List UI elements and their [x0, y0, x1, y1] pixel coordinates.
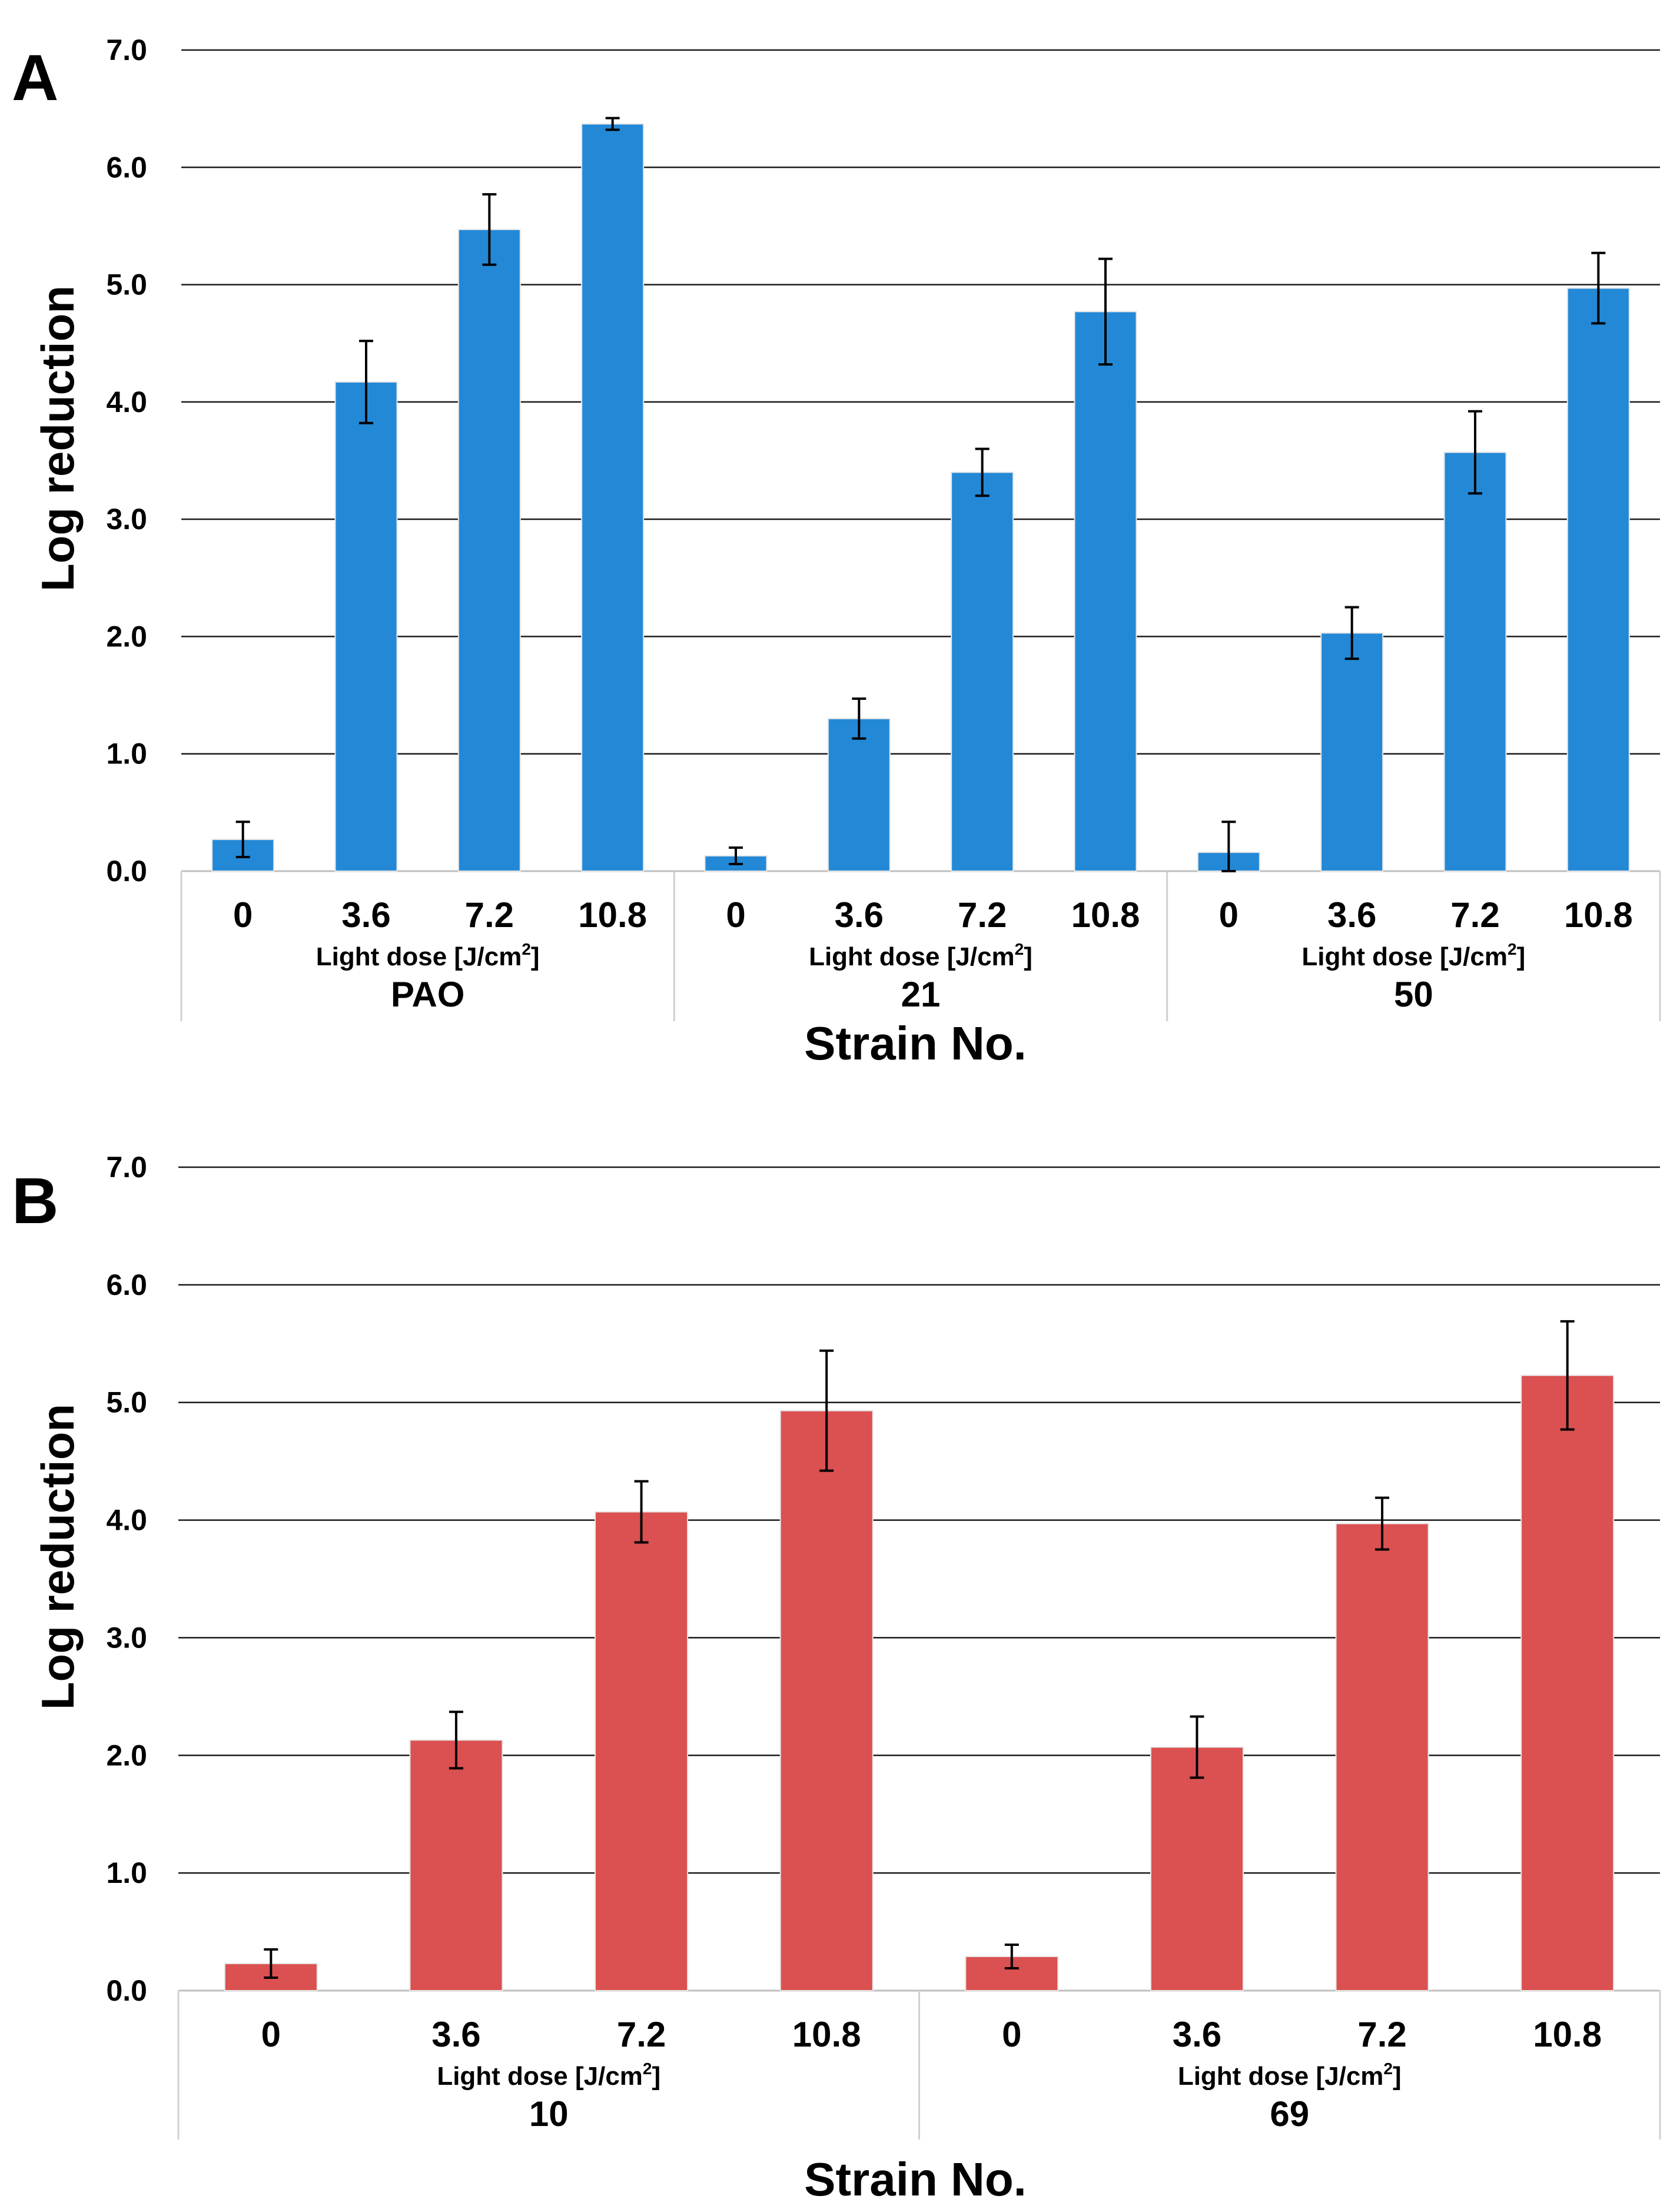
y-tick-label: 1.0	[106, 738, 147, 770]
bar	[827, 717, 891, 872]
y-tick-label: 4.0	[106, 386, 147, 418]
y-tick-label: 4.0	[106, 1504, 147, 1537]
y-tick-label: 1.0	[106, 1856, 147, 1889]
light-dose-label: Light dose [J/cm2]	[809, 940, 1032, 971]
light-dose-label: Light dose [J/cm2]	[1301, 940, 1525, 971]
bar	[1320, 632, 1384, 872]
bar	[1074, 311, 1137, 872]
bar	[1520, 1374, 1615, 1991]
x-tick-label: 10.8	[1533, 2015, 1602, 2054]
light-dose-text: Light dose [J/cm	[1178, 2062, 1384, 2091]
bar	[951, 471, 1014, 872]
x-tick-label: 0	[233, 895, 253, 935]
y-tick-label: 6.0	[106, 1268, 147, 1301]
light-dose-label: Light dose [J/cm2]	[316, 940, 540, 971]
y-tick-label: 6.0	[106, 151, 147, 184]
strain-group-label: 50	[1394, 975, 1433, 1014]
x-tick-label: 0	[261, 2015, 281, 2054]
x-tick-label: 10.8	[1564, 895, 1633, 935]
bar	[1443, 451, 1507, 872]
bar	[334, 381, 398, 872]
x-tick-label: 3.6	[1173, 2015, 1221, 2054]
light-dose-superscript: 2	[1015, 940, 1024, 958]
strain-group-label: PAO	[391, 975, 465, 1014]
light-dose-text: Light dose [J/cm	[316, 942, 522, 971]
strain-group-label: 10	[529, 2094, 569, 2134]
x-tick-label: 7.2	[465, 895, 514, 935]
x-tick-label: 3.6	[1327, 895, 1376, 935]
x-axis-label: Strain No.	[804, 2153, 1027, 2205]
x-tick-label: 7.2	[958, 895, 1007, 935]
y-axis-label: Log reduction	[32, 1404, 84, 1710]
light-dose-superscript: 2	[1383, 2059, 1393, 2078]
light-dose-superscript: 2	[643, 2059, 652, 2078]
bar	[779, 1410, 874, 1992]
x-tick-label: 10.8	[578, 895, 647, 935]
light-dose-text: ]	[531, 942, 540, 971]
bar	[409, 1739, 503, 1991]
x-tick-label: 3.6	[431, 2015, 480, 2054]
panel-label-b: B	[12, 1165, 58, 1237]
x-tick-label: 3.6	[835, 895, 884, 935]
bar	[581, 123, 645, 872]
x-tick-label: 0	[726, 895, 745, 935]
bar	[1150, 1746, 1244, 1991]
y-tick-label: 5.0	[106, 1386, 147, 1419]
panel-b: B Log reduction Strain No. 0.0 1.0 2.0 3.0 4…	[12, 1151, 1661, 2205]
x-tick-label: 7.2	[617, 2015, 666, 2054]
y-axis-label: Log reduction	[32, 285, 84, 592]
x-tick-label: 10.8	[792, 2015, 861, 2054]
bar	[595, 1511, 689, 1992]
y-tick-label: 7.0	[106, 34, 147, 67]
bar	[1335, 1523, 1429, 1991]
y-tick-label: 5.0	[106, 268, 147, 301]
light-dose-text: Light dose [J/cm	[809, 942, 1015, 971]
light-dose-superscript: 2	[1508, 940, 1517, 958]
panel-a: A Log reduction Strain No. 0.0 1.0 2.0 3.0 4…	[12, 34, 1661, 1069]
y-tick-label: 2.0	[106, 1739, 147, 1772]
light-dose-text: Light dose [J/cm	[1301, 942, 1508, 971]
light-dose-text: ]	[1024, 942, 1032, 971]
x-tick-label: 0	[1219, 895, 1239, 935]
panel-label-a: A	[12, 42, 58, 114]
light-dose-text: ]	[1393, 2062, 1402, 2091]
light-dose-superscript: 2	[522, 940, 531, 958]
y-tick-label: 0.0	[106, 855, 147, 888]
x-tick-label: 7.2	[1357, 2015, 1406, 2054]
bar	[457, 228, 521, 872]
strain-group-label: 21	[901, 975, 941, 1014]
x-tick-label: 7.2	[1450, 895, 1499, 935]
y-tick-label: 0.0	[106, 1974, 147, 2007]
y-tick-label: 7.0	[106, 1151, 147, 1184]
light-dose-text: ]	[1517, 942, 1526, 971]
y-tick-label: 2.0	[106, 620, 147, 653]
x-tick-label: 3.6	[341, 895, 390, 935]
x-tick-label: 0	[1002, 2015, 1021, 2054]
light-dose-text: Light dose [J/cm	[437, 2062, 643, 2091]
x-axis-label: Strain No.	[804, 1017, 1027, 1069]
light-dose-label: Light dose [J/cm2]	[1178, 2059, 1402, 2091]
y-tick-label: 3.0	[106, 1621, 147, 1654]
bar	[1566, 287, 1630, 872]
strain-group-label: 69	[1270, 2094, 1309, 2134]
y-tick-label: 3.0	[106, 503, 147, 536]
light-dose-text: ]	[652, 2062, 661, 2091]
light-dose-label: Light dose [J/cm2]	[437, 2059, 660, 2091]
x-tick-label: 10.8	[1071, 895, 1140, 935]
